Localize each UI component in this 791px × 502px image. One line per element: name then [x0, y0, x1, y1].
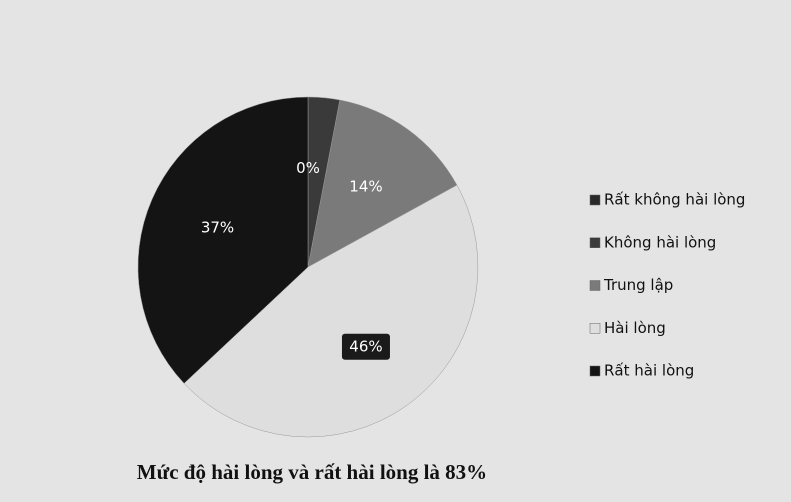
legend-label: Không hài lòng	[604, 233, 716, 251]
label-box	[341, 333, 390, 360]
legend-swatch	[589, 194, 601, 206]
legend-label: Trung lập	[603, 276, 673, 294]
chart-title: Mức độ hài lòng và rất hài lòng là 83%	[137, 460, 487, 484]
legend-swatch	[589, 365, 601, 377]
legend-label: Rất không hài lòng	[604, 191, 745, 209]
legend-label: Rất hài lòng	[604, 362, 694, 380]
legend-swatch	[589, 280, 601, 291]
data-label: 0%	[296, 159, 320, 177]
legend-label: Hài lòng	[604, 319, 666, 337]
pie-slice	[183, 184, 479, 438]
pie-slice	[307, 99, 458, 268]
data-label: 37%	[201, 218, 234, 236]
legend-swatch	[589, 323, 601, 334]
data-label: 14%	[349, 178, 382, 196]
pie-slice	[137, 96, 309, 384]
legend-swatch	[589, 237, 601, 248]
data-label: 46%	[349, 337, 382, 355]
